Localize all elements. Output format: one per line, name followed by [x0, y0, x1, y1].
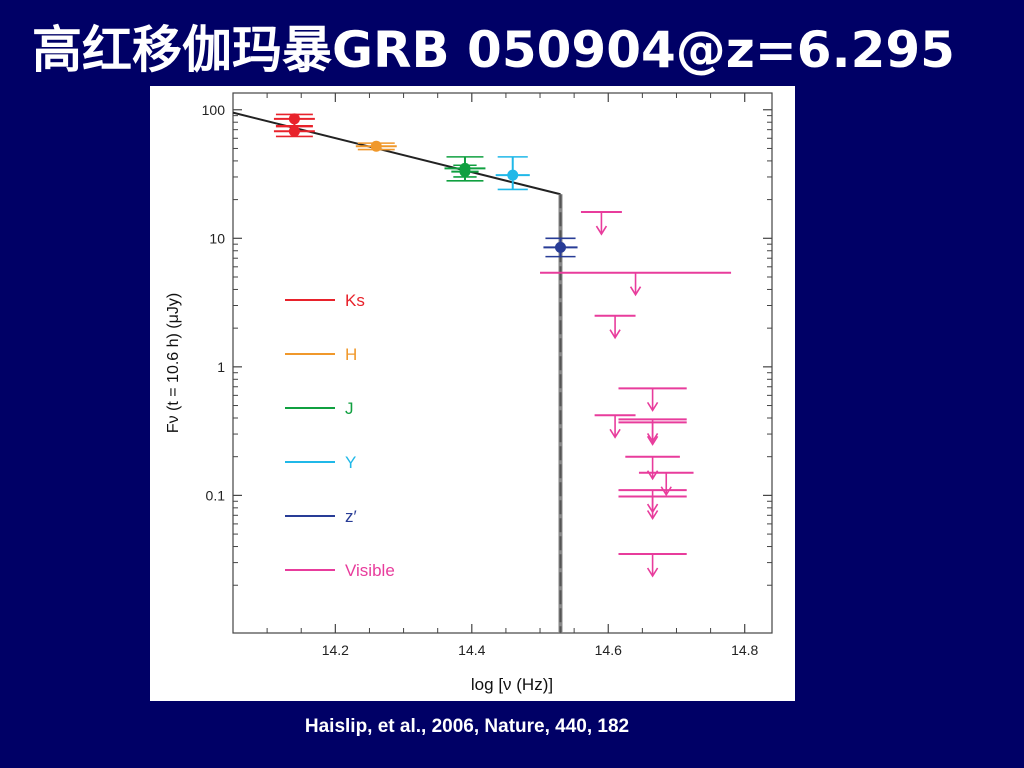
data-marks — [273, 113, 732, 578]
citation-text: Haislip, et al., 2006, Nature, 440, 182 — [304, 716, 630, 737]
x-axis-label: log [ν (Hz)] — [471, 675, 553, 694]
upper-limit-arrowhead — [646, 510, 659, 521]
model-power-law-line — [232, 111, 561, 196]
detection-point — [288, 125, 300, 137]
citation: Haislip, et al., 2006, Nature, 440, 182 — [0, 716, 1024, 738]
y-tick-label: 10 — [209, 230, 225, 246]
upper-limit-arrowhead — [629, 286, 642, 297]
y-axis-label: Fν (t = 10.6 h) (μJy) — [165, 293, 182, 433]
x-tick-label: 14.2 — [322, 642, 349, 658]
slide-title: 高红移伽玛暴GRB 050904@z=6.295 — [32, 21, 955, 79]
detection-point — [507, 169, 519, 181]
model-line-group — [232, 111, 563, 633]
upper-limit-arrowhead — [595, 225, 608, 236]
upper-limit-arrowhead — [609, 428, 621, 439]
sed-chart: 14.2 14.4 14.6 14.8 100 10 1 0.1 Ks H J Yz′ Visible… — [165, 92, 773, 694]
legend-label: Visible — [345, 561, 395, 580]
y-tick-label: 100 — [202, 102, 226, 118]
axis-ticks: 14.2 14.4 14.6 14.8 100 10 1 0.1 — [202, 93, 772, 658]
detection-point — [288, 113, 300, 125]
upper-limit-arrowhead — [609, 329, 621, 340]
plot-frame — [232, 92, 773, 634]
x-tick-label: 14.6 — [595, 642, 622, 658]
upper-limit-arrowhead — [646, 567, 659, 578]
detection-point — [370, 140, 382, 152]
detection-point — [554, 241, 566, 253]
y-tick-label: 0.1 — [206, 487, 226, 503]
upper-limit-arrowhead — [646, 401, 659, 412]
legend-label: H — [345, 345, 357, 364]
legend-label: J — [345, 399, 354, 418]
legend-label: Ks — [345, 291, 365, 310]
detection-point — [459, 166, 471, 178]
y-tick-label: 1 — [217, 359, 225, 375]
legend-label: Y — [345, 453, 356, 472]
legend: Ks H J Yz′ Visible — [285, 291, 395, 580]
x-tick-label: 14.8 — [731, 642, 758, 658]
x-tick-label: 14.4 — [458, 642, 485, 658]
upper-limit-arrowhead — [646, 435, 659, 446]
legend-label: z′ — [345, 507, 357, 526]
